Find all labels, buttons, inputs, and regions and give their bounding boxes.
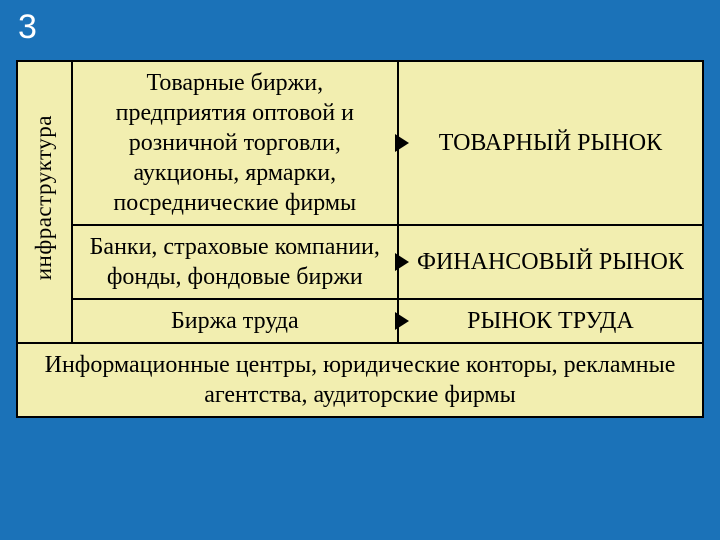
market-cell: РЫНОК ТРУДА	[398, 299, 703, 343]
market-cell: ТОВАРНЫЙ РЫНОК	[398, 61, 703, 225]
table-row: Информационные центры, юридические конто…	[17, 343, 703, 417]
market-cell: ФИНАНСОВЫЙ РЫНОК	[398, 225, 703, 299]
table-row: инфраструктура Товарные биржи, предприят…	[17, 61, 703, 225]
vertical-label: инфраструктура	[30, 105, 59, 290]
arrow-right-icon	[395, 253, 409, 271]
description-text: Банки, страховые компании, фонды, фондов…	[90, 234, 380, 290]
description-cell: Товарные биржи, предприятия оптовой и ро…	[72, 61, 398, 225]
arrow-right-icon	[395, 134, 409, 152]
table-row: Банки, страховые компании, фонды, фондов…	[17, 225, 703, 299]
market-table: инфраструктура Товарные биржи, предприят…	[16, 60, 704, 418]
footer-cell: Информационные центры, юридические конто…	[17, 343, 703, 417]
description-text: Товарные биржи, предприятия оптовой и ро…	[113, 70, 356, 216]
slide-number: 3	[0, 0, 720, 60]
description-cell: Банки, страховые компании, фонды, фондов…	[72, 225, 398, 299]
table-row: Биржа труда РЫНОК ТРУДА	[17, 299, 703, 343]
vertical-label-cell: инфраструктура	[17, 61, 72, 343]
diagram-wrapper: инфраструктура Товарные биржи, предприят…	[0, 60, 720, 540]
arrow-right-icon	[395, 312, 409, 330]
description-cell: Биржа труда	[72, 299, 398, 343]
slide: 3 инфраструктура Товарные биржи, предпри…	[0, 0, 720, 540]
description-text: Биржа труда	[171, 308, 299, 334]
